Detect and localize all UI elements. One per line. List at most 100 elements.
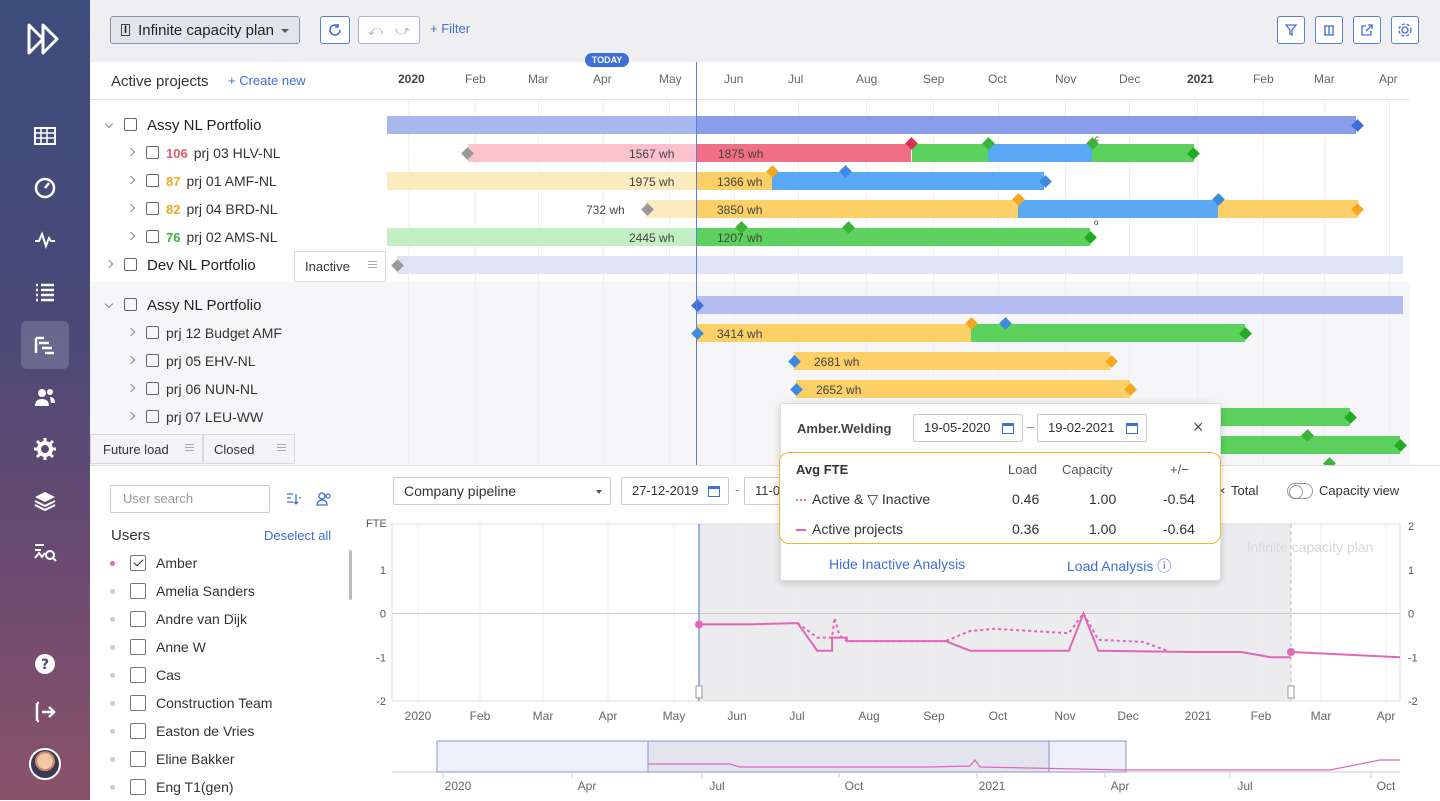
user-checkbox[interactable] (130, 751, 146, 767)
chevron-right-icon[interactable] (126, 175, 136, 185)
gantt-row-label[interactable]: Dev NL Portfolio (147, 255, 256, 275)
gantt-bar[interactable] (1092, 144, 1194, 162)
chevron-right-icon[interactable] (126, 203, 136, 213)
portfolio-bar[interactable] (397, 256, 1403, 274)
sidebar-item-layers[interactable] (21, 477, 69, 525)
chevron-right-icon[interactable] (104, 259, 114, 269)
refresh-button[interactable] (320, 16, 350, 44)
gantt-bar[interactable] (988, 144, 1092, 162)
gantt-bar[interactable] (846, 172, 1044, 190)
gantt-bar[interactable] (772, 172, 846, 190)
undo-button[interactable]: ⤺ (368, 21, 383, 38)
pipeline-select[interactable]: Company pipeline (393, 477, 611, 505)
gantt-bar[interactable] (1220, 436, 1400, 454)
columns-button[interactable] (1315, 16, 1343, 44)
load-analysis-link[interactable]: Load Analysis ⓘ (1067, 558, 1172, 574)
sidebar-item-help[interactable]: ? (21, 640, 69, 688)
gantt-row-label[interactable]: 87 prj 01 AMF-NL (166, 171, 277, 191)
settings-button[interactable] (1391, 16, 1419, 44)
user-checkbox[interactable] (130, 555, 146, 571)
plan-select[interactable]: I Infinite capacity plan (110, 16, 300, 44)
user-checkbox[interactable] (130, 695, 146, 711)
sidebar-item-calendar[interactable] (21, 112, 69, 160)
portfolio-bar[interactable] (387, 116, 697, 134)
gantt-bar[interactable] (696, 144, 911, 162)
menu-icon[interactable] (368, 261, 377, 262)
filter-funnel-button[interactable] (1277, 16, 1305, 44)
user-row[interactable]: Andre van Dijk (110, 608, 247, 630)
sidebar-item-planning[interactable] (21, 321, 69, 369)
sort-icon[interactable] (286, 492, 302, 506)
chart-from-date[interactable]: 27-12-2019 (621, 477, 729, 505)
gantt-row-label[interactable]: 76 prj 02 AMS-NL (166, 227, 278, 247)
gantt-row-label[interactable]: Assy NL Portfolio (147, 295, 262, 315)
redo-button[interactable]: ⤻ (395, 21, 410, 38)
user-checkbox[interactable] (130, 583, 146, 599)
gantt-bar[interactable] (387, 228, 696, 246)
user-checkbox[interactable] (130, 723, 146, 739)
user-row[interactable]: Easton de Vries (110, 720, 254, 742)
sidebar-item-activity[interactable] (21, 216, 69, 264)
popup-from-date[interactable]: 19-05-2020 (913, 414, 1023, 442)
capacity-view-toggle[interactable] (1287, 483, 1313, 499)
chevron-right-icon[interactable] (126, 147, 136, 157)
gantt-row-label[interactable]: prj 07 LEU-WW (166, 407, 263, 427)
range-start-handle[interactable] (695, 685, 703, 699)
portfolio-bar[interactable] (697, 296, 1403, 314)
user-row[interactable]: Anne W (110, 636, 206, 658)
export-button[interactable] (1353, 16, 1381, 44)
chevron-right-icon[interactable] (126, 231, 136, 241)
sidebar-item-settings[interactable] (21, 425, 69, 473)
tab-future-load[interactable]: Future load (90, 434, 203, 464)
gantt-bar[interactable] (1018, 200, 1218, 218)
gantt-bar[interactable] (1220, 408, 1350, 426)
user-row[interactable]: Amber (110, 552, 197, 574)
gantt-bar[interactable] (696, 228, 846, 246)
user-checkbox[interactable] (130, 639, 146, 655)
sidebar-item-list[interactable] (21, 268, 69, 316)
gantt-bar[interactable] (468, 144, 696, 162)
user-row[interactable]: Eline Bakker (110, 748, 235, 770)
gantt-bar[interactable] (912, 144, 988, 162)
hide-inactive-link[interactable]: Hide Inactive Analysis (829, 556, 966, 572)
user-row[interactable]: Construction Team (110, 692, 272, 714)
close-icon[interactable]: × (1193, 417, 1204, 437)
chevron-right-icon[interactable] (104, 119, 114, 129)
gantt-bar[interactable] (387, 172, 696, 190)
gantt-row-label[interactable]: Assy NL Portfolio (147, 115, 262, 135)
create-new-button[interactable]: + Create new (228, 73, 306, 88)
gantt-row-label[interactable]: prj 12 Budget AMF (166, 323, 282, 343)
user-checkbox[interactable] (130, 611, 146, 627)
user-row[interactable]: Cas (110, 664, 181, 686)
gantt-bar[interactable] (796, 380, 1130, 398)
users-icon[interactable] (316, 491, 332, 507)
user-checkbox[interactable] (130, 667, 146, 683)
menu-icon[interactable] (277, 444, 286, 445)
user-search-input[interactable]: User search (110, 485, 270, 513)
gantt-bar[interactable] (846, 228, 1090, 246)
gantt-bar[interactable] (696, 200, 1018, 218)
series-end-point[interactable] (1287, 648, 1295, 656)
app-logo-icon[interactable] (26, 22, 64, 56)
gantt-row-label[interactable]: 82 prj 04 BRD-NL (166, 199, 278, 219)
filter-button[interactable]: + Filter (430, 21, 471, 36)
chart-to-date[interactable]: 11-0 (744, 477, 784, 505)
user-checkbox[interactable] (130, 779, 146, 795)
gantt-bar[interactable] (696, 172, 772, 190)
tab-closed[interactable]: Closed (203, 434, 295, 464)
close-icon[interactable]: × (1218, 483, 1226, 498)
gantt-bar[interactable] (971, 324, 1245, 342)
gantt-row-label[interactable]: prj 06 NUN-NL (166, 379, 258, 399)
users-scrollbar[interactable] (349, 550, 352, 600)
user-row[interactable]: Amelia Sanders (110, 580, 255, 602)
gantt-bar[interactable] (697, 324, 971, 342)
menu-icon[interactable] (185, 444, 194, 445)
user-row[interactable]: Eng T1(gen) (110, 776, 234, 798)
range-end-handle[interactable] (1287, 685, 1295, 699)
deselect-all-link[interactable]: Deselect all (264, 528, 332, 543)
sidebar-item-logout[interactable] (21, 688, 69, 736)
tab-inactive[interactable]: Inactive (294, 251, 386, 282)
sidebar-item-dashboard[interactable] (21, 164, 69, 212)
gantt-bar[interactable] (646, 200, 696, 218)
gantt-row-label[interactable]: 106 prj 03 HLV-NL (166, 143, 281, 163)
